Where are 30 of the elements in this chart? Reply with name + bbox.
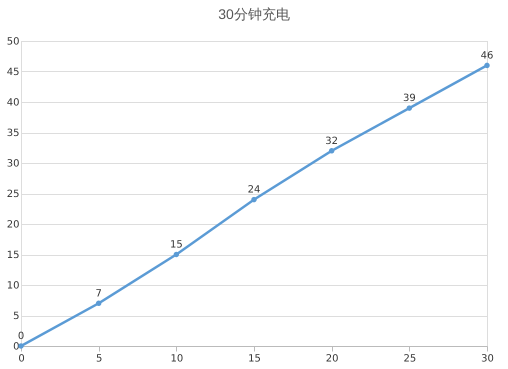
x-tick-label: 5 — [96, 354, 102, 364]
y-tick-label: 25 — [6, 189, 20, 200]
data-label: 39 — [402, 93, 416, 104]
data-label: 15 — [170, 240, 183, 250]
x-tick-label: 30 — [481, 354, 494, 364]
data-label: 46 — [480, 50, 494, 62]
y-tick-label: 30 — [6, 158, 20, 170]
point — [174, 252, 180, 258]
point — [328, 148, 334, 154]
y-tick-label: 20 — [6, 220, 20, 230]
y-tick-label: 45 — [6, 67, 20, 78]
x-tick-label: 10 — [170, 354, 184, 364]
point — [251, 196, 257, 202]
y-tick-label: 40 — [6, 98, 20, 108]
x-tick-label: 15 — [248, 354, 261, 364]
point — [484, 62, 490, 68]
x-tick-label: 25 — [403, 354, 416, 364]
y-tick-label: 35 — [6, 128, 20, 139]
data-label: 7 — [95, 288, 102, 300]
data-label: 32 — [325, 136, 338, 147]
chart-title: 30分钟充电 — [218, 6, 290, 22]
y-tick-label: 0 — [13, 342, 20, 352]
point — [96, 300, 102, 306]
x-tick-label: 20 — [326, 354, 339, 364]
y-tick-label: 5 — [13, 311, 20, 322]
data-label: 24 — [248, 184, 260, 196]
y-tick-label: 10 — [6, 280, 20, 292]
point — [406, 105, 412, 111]
y-tick-label: 15 — [6, 250, 20, 261]
y-tick-label: 50 — [6, 36, 20, 48]
